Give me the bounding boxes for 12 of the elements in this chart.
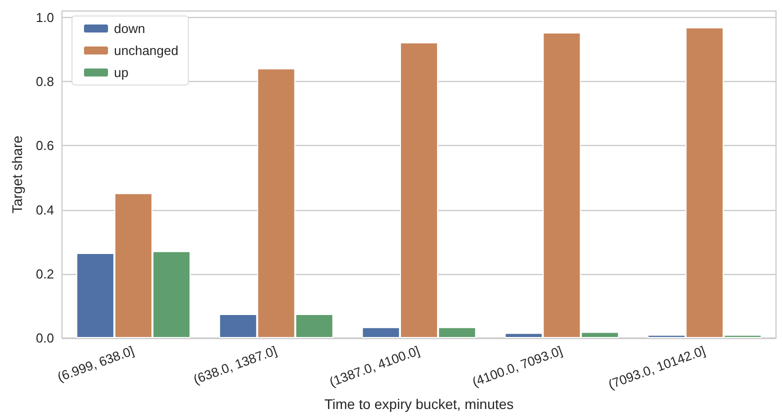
y-tick-label: 0.8 <box>36 74 54 90</box>
legend-label: down <box>114 21 146 36</box>
y-tick-label: 0.2 <box>36 266 54 282</box>
y-tick-label: 0.4 <box>36 202 54 218</box>
legend-label: up <box>114 65 128 80</box>
x-axis-title: Time to expiry bucket, minutes <box>324 396 514 412</box>
x-tick-label: (6.999, 638.0] <box>55 342 136 384</box>
legend-label: unchanged <box>114 43 178 58</box>
y-tick-label: 1.0 <box>36 10 54 25</box>
y-tick-label: 0.0 <box>36 330 54 346</box>
y-tick-label: 0.6 <box>36 138 54 154</box>
y-axis-title: Target share <box>9 135 25 214</box>
